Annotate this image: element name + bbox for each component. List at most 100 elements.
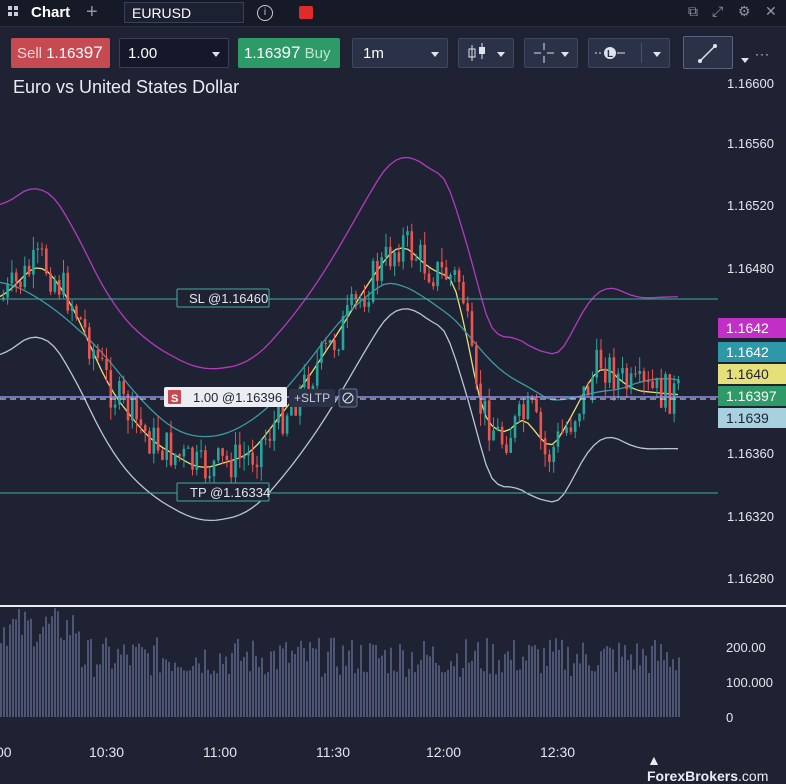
- candle-body: [156, 427, 160, 451]
- add-chart-icon[interactable]: +: [86, 1, 98, 23]
- volume-bar: [216, 673, 218, 717]
- candle-body: [285, 415, 289, 434]
- candle-body: [298, 387, 302, 416]
- candle-body: [595, 349, 598, 378]
- quantity-select[interactable]: 1.00: [119, 38, 229, 68]
- volume-bar: [612, 649, 614, 717]
- volume-bar: [624, 645, 626, 717]
- volume-bar: [204, 649, 206, 717]
- candle-body: [582, 386, 586, 414]
- price-badge: [718, 342, 786, 362]
- pop-out-icon[interactable]: ⧉: [688, 3, 698, 19]
- volume-bar: [306, 661, 308, 717]
- candle-body: [182, 448, 186, 457]
- candle-body: [75, 305, 78, 318]
- sltp-button[interactable]: [289, 389, 335, 407]
- expand-icon[interactable]: ⤢: [712, 3, 724, 19]
- candle-body: [303, 374, 306, 388]
- volume-bar: [93, 676, 95, 717]
- candle-body: [625, 368, 629, 390]
- volume-bar: [330, 637, 332, 717]
- sell-price: 1.163: [46, 45, 84, 62]
- candle-body: [328, 340, 332, 344]
- volume-bar: [342, 645, 344, 717]
- cog-icon[interactable]: ⚙: [738, 3, 751, 19]
- time-tick: 12:30: [540, 744, 575, 760]
- volume-bar: [519, 669, 521, 717]
- price-badge-label: 1.16397: [726, 388, 777, 404]
- layers-select[interactable]: L: [588, 38, 670, 68]
- chart-type-select[interactable]: [458, 38, 514, 68]
- volume-bar: [60, 637, 62, 717]
- volume-bar: [63, 639, 65, 717]
- volume-bar: [84, 664, 86, 717]
- candle-body: [470, 311, 474, 346]
- drawing-tool-button[interactable]: [683, 36, 733, 69]
- volume-bar: [639, 665, 641, 717]
- candle-body: [457, 270, 461, 283]
- close-icon[interactable]: ✕: [765, 3, 777, 19]
- chart-toolbar: Sell 1.16397 1.00 1.16397 Buy 1m L: [0, 27, 786, 81]
- candle-body: [677, 379, 680, 384]
- chevron-down-icon: [561, 52, 569, 57]
- volume-bar: [336, 666, 338, 717]
- candle-body: [277, 401, 280, 423]
- price-badge-label: 1.1639: [726, 410, 769, 426]
- crosshair-select[interactable]: [524, 38, 578, 68]
- candle-body: [500, 426, 504, 445]
- line-dot-icon: L: [595, 47, 625, 60]
- candle-body: [62, 272, 65, 295]
- candle-body: [49, 273, 52, 292]
- close-position-button[interactable]: [338, 388, 358, 408]
- volume-bar: [348, 650, 350, 717]
- price-tick: 1.16560: [727, 136, 774, 151]
- volume-bar: [609, 647, 611, 717]
- candle-body: [367, 302, 371, 307]
- volume-bar: [156, 637, 158, 717]
- buy-button[interactable]: 1.16397 Buy: [238, 38, 340, 68]
- volume-bar: [231, 652, 233, 717]
- record-icon[interactable]: [299, 6, 313, 19]
- more-icon[interactable]: ···: [755, 47, 770, 61]
- candle-body: [131, 396, 134, 421]
- timeframe-select[interactable]: 1m: [352, 38, 448, 68]
- volume-bar: [270, 651, 272, 717]
- volume-bar: [621, 656, 623, 717]
- candle-body: [629, 373, 633, 390]
- candle-body: [586, 386, 590, 396]
- volume-bar: [267, 672, 269, 717]
- sltp-label: +SLTP: [294, 391, 330, 405]
- volume-bar: [675, 670, 677, 717]
- volume-bar: [504, 653, 506, 717]
- position-label: 1.00 @1.16396: [193, 390, 282, 405]
- info-icon[interactable]: i: [257, 5, 273, 21]
- symbol-input[interactable]: EURUSD: [124, 2, 244, 23]
- volume-bar: [588, 665, 590, 717]
- volume-bar: [159, 672, 161, 717]
- candle-body: [354, 293, 358, 300]
- quantity-value: 1.00: [128, 45, 158, 62]
- volume-bar: [192, 665, 194, 717]
- volume-bar: [528, 644, 530, 717]
- candle-body: [122, 381, 125, 395]
- candle-body: [492, 430, 495, 441]
- grid-icon[interactable]: [8, 6, 20, 18]
- volume-bar: [69, 635, 71, 717]
- take-profit-tag[interactable]: [176, 482, 270, 502]
- volume-bar: [120, 654, 122, 717]
- candle-body: [453, 270, 457, 275]
- volume-bar: [477, 642, 479, 717]
- volume-bar: [570, 676, 572, 717]
- chevron-down-icon[interactable]: [741, 58, 749, 63]
- volume-bar: [438, 665, 440, 717]
- stop-loss-tag[interactable]: [176, 288, 270, 308]
- volume-bar: [150, 675, 152, 717]
- position-tag[interactable]: [164, 387, 287, 407]
- volume-bar: [486, 638, 488, 717]
- volume-bar: [123, 644, 125, 717]
- sell-button[interactable]: Sell 1.16397: [11, 38, 110, 68]
- volume-bar: [300, 640, 302, 717]
- volume-bar: [462, 667, 464, 717]
- volume-bar: [72, 615, 74, 717]
